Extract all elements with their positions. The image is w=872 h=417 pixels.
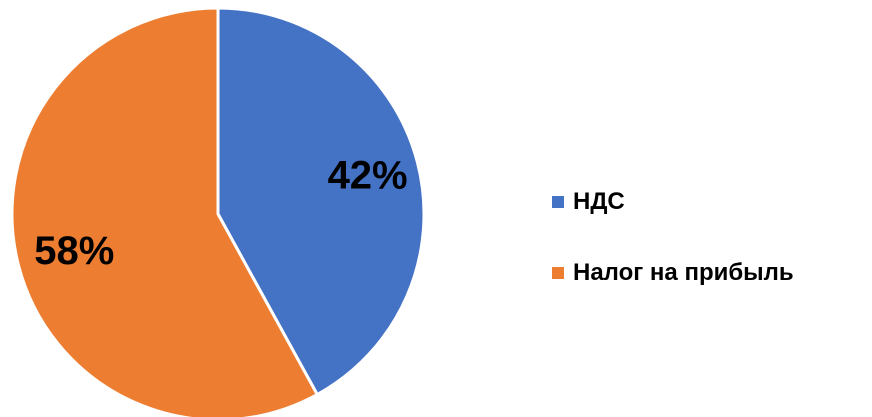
legend-item-profit-tax: Налог на прибыль: [552, 251, 868, 295]
legend: НДС Налог на прибыль: [552, 180, 868, 322]
legend-label-profit-tax: Налог на прибыль: [573, 259, 794, 286]
pie-slice-profit-tax: [10, 6, 319, 417]
data-label-profit-tax: 58%: [34, 229, 114, 273]
pie-slices: [10, 6, 426, 417]
pie-data-labels: 42% 58%: [34, 154, 407, 273]
legend-swatch-vat: [552, 196, 564, 208]
pie-slice-vat: [216, 6, 426, 397]
data-label-vat: 42%: [328, 154, 408, 198]
legend-label-vat: НДС: [573, 188, 625, 215]
legend-item-vat: НДС: [552, 180, 868, 224]
legend-swatch-profit-tax: [552, 267, 564, 279]
